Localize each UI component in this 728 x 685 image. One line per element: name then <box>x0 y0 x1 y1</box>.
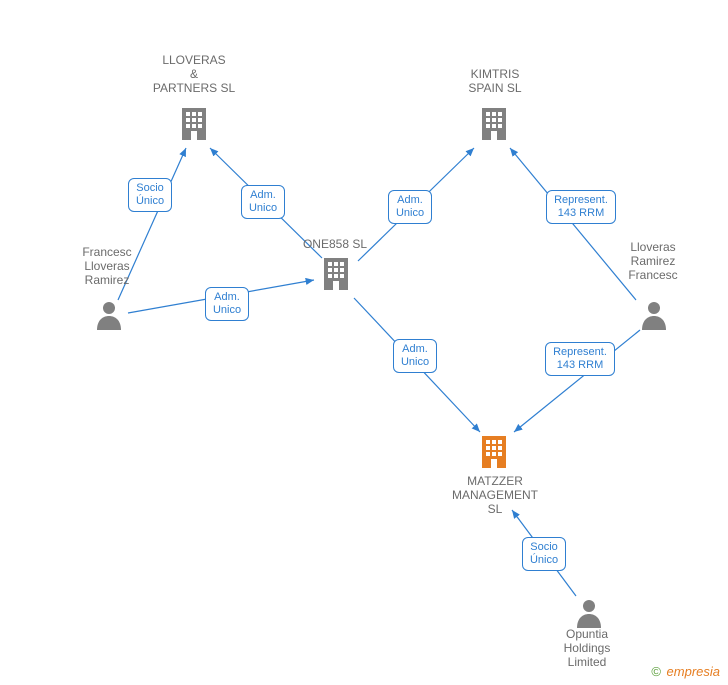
node-label: LloverasRamirezFrancesc <box>618 240 688 282</box>
edge-label-line: Socio <box>135 182 165 195</box>
copyright-brand: empresia <box>667 664 720 679</box>
building-icon <box>478 106 510 147</box>
node-label-line: Francesc <box>618 268 688 282</box>
node-label-line: Lloveras <box>618 240 688 254</box>
node-label: LLOVERAS&PARTNERS SL <box>144 53 244 95</box>
person-icon <box>640 300 668 335</box>
edge-label-line: Adm. <box>212 291 242 304</box>
node-label-line: Holdings <box>552 641 622 655</box>
edge-label: Adm.Unico <box>241 185 285 219</box>
node-label-line: SL <box>440 502 550 516</box>
edge-label-line: 143 RRM <box>553 207 609 220</box>
node-label-line: PARTNERS SL <box>144 81 244 95</box>
node-label-line: Francesc <box>72 245 142 259</box>
node-label-line: & <box>144 67 244 81</box>
edge-label: SocioÚnico <box>128 178 172 212</box>
edge-label-line: Adm. <box>400 343 430 356</box>
node-label: MATZZERMANAGEMENTSL <box>440 474 550 516</box>
edge-label-line: Unico <box>212 304 242 317</box>
edge-label: Represent.143 RRM <box>546 190 616 224</box>
edge-label: Adm.Unico <box>205 287 249 321</box>
node-label: KIMTRISSPAIN SL <box>450 67 540 95</box>
node-label-line: ONE858 SL <box>290 237 380 251</box>
node-label-line: Lloveras <box>72 259 142 273</box>
diagram-canvas: LLOVERAS&PARTNERS SL KIMTRISSPAIN SL ONE85… <box>0 0 728 685</box>
edge-line <box>118 148 186 300</box>
edge-label-line: Represent. <box>552 346 608 359</box>
edge-line <box>510 148 636 300</box>
node-label-line: LLOVERAS <box>144 53 244 67</box>
edge-label: Adm.Unico <box>388 190 432 224</box>
edge-label-line: Unico <box>248 202 278 215</box>
copyright-symbol: © <box>651 664 661 679</box>
person-icon <box>575 598 603 633</box>
node-label-line: Ramirez <box>618 254 688 268</box>
building-icon <box>478 434 510 475</box>
edge-label: Adm.Unico <box>393 339 437 373</box>
edge-label: SocioÚnico <box>522 537 566 571</box>
building-icon <box>320 256 352 297</box>
node-label-line: KIMTRIS <box>450 67 540 81</box>
node-label-line: Ramirez <box>72 273 142 287</box>
edge-label-line: Adm. <box>248 189 278 202</box>
edge-label-line: Represent. <box>553 194 609 207</box>
edge-label-line: Adm. <box>395 194 425 207</box>
edge-label-line: Unico <box>395 207 425 220</box>
node-label-line: MATZZER <box>440 474 550 488</box>
node-label: ONE858 SL <box>290 237 380 251</box>
node-label: FrancescLloverasRamirez <box>72 245 142 287</box>
edge-label-line: Socio <box>529 541 559 554</box>
edge-label-line: Único <box>529 554 559 567</box>
edge-label-line: Unico <box>400 356 430 369</box>
node-label-line: SPAIN SL <box>450 81 540 95</box>
building-icon <box>178 106 210 147</box>
edges-layer <box>0 0 728 685</box>
edge-label: Represent.143 RRM <box>545 342 615 376</box>
node-label: OpuntiaHoldingsLimited <box>552 627 622 669</box>
node-label-line: MANAGEMENT <box>440 488 550 502</box>
person-icon <box>95 300 123 335</box>
copyright: © empresia <box>651 664 720 679</box>
edge-label-line: 143 RRM <box>552 359 608 372</box>
edge-label-line: Único <box>135 195 165 208</box>
node-label-line: Limited <box>552 655 622 669</box>
